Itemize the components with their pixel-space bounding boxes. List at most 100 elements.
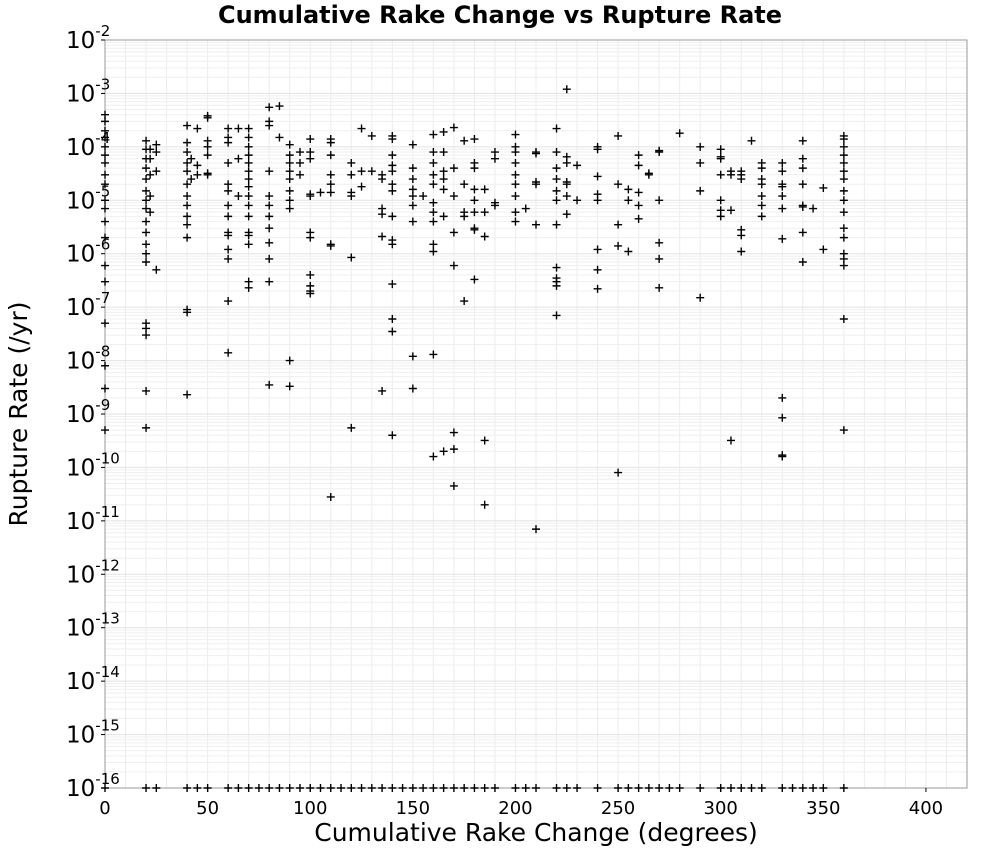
data-point	[839, 135, 848, 144]
data-point	[244, 201, 253, 210]
data-point	[146, 170, 155, 179]
data-point	[429, 350, 438, 359]
data-point	[726, 436, 735, 445]
data-point	[839, 224, 848, 233]
data-point	[737, 231, 746, 240]
data-point	[634, 161, 643, 170]
data-point	[449, 784, 458, 792]
data-point	[101, 180, 109, 189]
data-point	[265, 103, 274, 112]
data-point	[388, 186, 397, 195]
y-tick-label: 10-16	[66, 770, 120, 802]
data-point	[265, 224, 274, 233]
data-point	[665, 784, 674, 792]
data-point	[634, 214, 643, 223]
data-point	[839, 167, 848, 176]
data-point	[244, 212, 253, 221]
data-point	[326, 188, 335, 197]
data-point	[778, 393, 787, 402]
data-point	[798, 154, 807, 163]
data-point	[819, 183, 828, 192]
x-tick-label: 250	[601, 798, 635, 819]
data-point	[142, 331, 151, 340]
data-point	[408, 140, 417, 149]
data-point	[439, 148, 448, 157]
data-point	[726, 784, 735, 792]
data-point	[408, 185, 417, 194]
data-point	[634, 151, 643, 160]
data-point	[295, 784, 304, 792]
data-point	[634, 188, 643, 197]
data-point	[224, 186, 233, 195]
data-point	[234, 154, 243, 163]
data-point	[408, 175, 417, 184]
data-point	[244, 240, 253, 249]
data-point	[357, 784, 366, 792]
data-point	[183, 220, 192, 229]
data-point	[285, 186, 294, 195]
data-point	[265, 201, 274, 210]
data-point	[439, 167, 448, 176]
data-point	[839, 254, 848, 263]
data-point	[224, 297, 233, 306]
data-point	[552, 175, 561, 184]
data-point	[244, 167, 253, 176]
data-point	[449, 192, 458, 201]
data-point	[716, 170, 725, 179]
data-point	[388, 784, 397, 792]
x-axis-label: Cumulative Rake Change (degrees)	[314, 818, 758, 847]
data-point	[593, 284, 602, 293]
data-point	[778, 784, 787, 792]
data-point	[593, 784, 602, 792]
data-point	[696, 142, 705, 151]
data-point	[614, 241, 623, 250]
data-point	[101, 261, 109, 270]
data-point	[470, 135, 479, 144]
data-point	[234, 124, 243, 133]
data-point	[757, 192, 766, 201]
data-point	[562, 210, 571, 219]
data-point	[347, 170, 356, 179]
data-point	[696, 158, 705, 167]
data-point	[326, 241, 335, 250]
x-tick-label: 100	[293, 798, 327, 819]
data-point	[183, 167, 192, 176]
y-tick-label: 10-2	[66, 22, 110, 54]
data-point	[747, 136, 756, 145]
data-point	[224, 784, 233, 792]
data-point	[470, 164, 479, 173]
data-point	[408, 217, 417, 226]
data-point	[614, 468, 623, 477]
data-point	[460, 212, 469, 221]
data-point	[101, 384, 109, 393]
data-point	[778, 182, 787, 191]
data-point	[101, 126, 109, 135]
data-point	[152, 140, 161, 149]
x-tick-label: 50	[196, 798, 219, 819]
data-point	[142, 204, 151, 213]
data-point	[573, 161, 582, 170]
data-point	[839, 208, 848, 217]
data-point	[234, 784, 243, 792]
data-point	[244, 158, 253, 167]
data-point	[490, 148, 499, 157]
data-point	[193, 170, 202, 179]
data-point	[480, 500, 489, 509]
data-point	[326, 784, 335, 792]
data-point	[839, 233, 848, 242]
data-point	[696, 186, 705, 195]
y-tick-label: 10-4	[66, 129, 110, 161]
data-point	[146, 208, 155, 217]
data-point	[429, 198, 438, 207]
data-point	[439, 185, 448, 194]
data-point	[101, 217, 109, 226]
data-point	[347, 423, 356, 432]
data-point	[778, 234, 787, 243]
data-point	[521, 784, 530, 792]
data-point	[470, 225, 479, 234]
data-point	[532, 784, 540, 792]
data-point	[511, 148, 520, 157]
data-point	[142, 386, 151, 395]
data-point	[655, 148, 664, 157]
data-point	[655, 196, 664, 205]
